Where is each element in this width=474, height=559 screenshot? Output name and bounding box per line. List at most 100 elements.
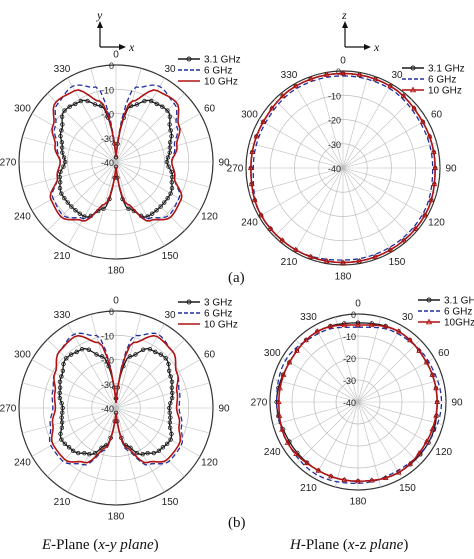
caption-e-plane: E-Plane (x-y plane) <box>42 537 159 554</box>
series-marker <box>64 356 69 361</box>
polar-spoke <box>22 407 117 434</box>
legend-marker <box>186 56 192 62</box>
series-marker <box>165 155 171 160</box>
polar-spoke <box>67 323 117 409</box>
series-line-10-ghz <box>49 89 183 222</box>
polar-spoke <box>342 167 437 194</box>
series-marker <box>251 196 258 203</box>
series-marker <box>372 253 379 259</box>
series-marker <box>169 395 175 401</box>
angle-tick-label: 180 <box>335 272 352 283</box>
polar-spoke <box>295 339 359 403</box>
series-marker <box>156 448 162 454</box>
series-marker <box>328 473 334 479</box>
series-marker <box>286 359 293 365</box>
angle-tick-label: 90 <box>218 158 230 169</box>
angle-tick-label: 180 <box>108 266 125 277</box>
series-marker <box>145 214 150 219</box>
series-marker <box>303 459 310 466</box>
series-marker <box>411 105 417 111</box>
radial-tick-label: 0 <box>109 61 114 71</box>
series-marker <box>140 347 146 352</box>
series-marker <box>57 185 63 191</box>
radial-tick-label: -20 <box>343 354 356 364</box>
series-marker <box>387 82 394 89</box>
radial-tick-label: -30 <box>328 140 341 150</box>
series-marker <box>87 452 92 457</box>
series-marker <box>59 145 65 150</box>
indicator-horizontal-label: x <box>373 40 380 54</box>
series-marker <box>168 128 173 133</box>
polar-spoke <box>357 401 382 488</box>
series-marker <box>57 385 63 390</box>
series-marker <box>169 385 175 390</box>
series-marker <box>423 359 430 365</box>
series-line-10-ghz <box>50 334 182 464</box>
polar-spoke <box>115 407 210 434</box>
legend-label: 3.1 GHz <box>204 55 241 66</box>
polar-spoke <box>342 99 412 169</box>
series-marker <box>165 108 170 113</box>
series-marker <box>323 257 330 264</box>
polar-spoke <box>274 167 344 237</box>
series-marker <box>60 405 65 411</box>
series-marker <box>68 352 74 357</box>
series-marker <box>167 122 172 127</box>
radial-tick-label: -40 <box>101 158 114 168</box>
legend-marker <box>425 318 433 325</box>
angle-tick-label: 270 <box>0 404 17 415</box>
series-marker <box>382 474 389 480</box>
axes-indicator-right: zx <box>341 8 380 54</box>
caption-h-rest: -Plane ( <box>300 537 348 553</box>
series-marker <box>355 477 361 484</box>
series-marker <box>341 476 348 482</box>
series-marker <box>58 431 63 437</box>
series-marker <box>429 425 436 432</box>
series-marker <box>126 206 131 212</box>
series-marker <box>253 133 260 139</box>
angle-tick-label: 330 <box>300 312 317 323</box>
series-marker <box>62 159 68 165</box>
caption-e-rest: -Plane ( <box>51 537 99 553</box>
polar-spoke <box>115 407 142 502</box>
polar-spoke <box>342 167 392 253</box>
polar-spoke <box>294 83 344 169</box>
series-marker <box>127 354 133 359</box>
legend-label: 10 GHz <box>204 77 238 88</box>
series-marker <box>166 164 171 169</box>
series-marker <box>153 349 158 355</box>
series-marker <box>429 371 436 377</box>
polar-spoke <box>281 357 359 403</box>
radial-tick-label: -30 <box>101 134 114 144</box>
angle-tick-label: 300 <box>14 350 31 361</box>
series-marker <box>407 336 413 343</box>
angle-tick-label: 90 <box>445 164 457 175</box>
series-marker <box>164 159 170 165</box>
polar-spoke <box>115 77 165 163</box>
series-marker <box>279 237 286 243</box>
series-line-10-ghz <box>250 72 436 264</box>
series-marker <box>59 420 65 425</box>
series-marker <box>60 410 65 415</box>
indicator-vertical-label: z <box>341 8 347 22</box>
series-marker <box>101 206 106 212</box>
series-marker <box>323 71 330 77</box>
polar-spoke <box>67 161 117 247</box>
series-marker <box>98 103 104 108</box>
series-marker <box>416 347 422 353</box>
series-marker <box>340 70 346 76</box>
polar-spoke <box>90 314 117 409</box>
series-marker <box>169 180 175 185</box>
angle-tick-label: 210 <box>300 483 317 494</box>
angle-tick-label: 60 <box>204 350 216 361</box>
legend-label: 3 GHz <box>204 298 232 309</box>
series-marker <box>57 379 63 385</box>
polar-spoke <box>22 136 117 163</box>
series-marker <box>372 75 379 82</box>
polar-spoke <box>31 113 117 163</box>
series-marker <box>92 450 98 456</box>
series-marker <box>140 452 145 457</box>
polar-spoke <box>90 407 117 502</box>
series-marker <box>267 225 274 231</box>
angle-tick-label: 120 <box>201 212 218 223</box>
